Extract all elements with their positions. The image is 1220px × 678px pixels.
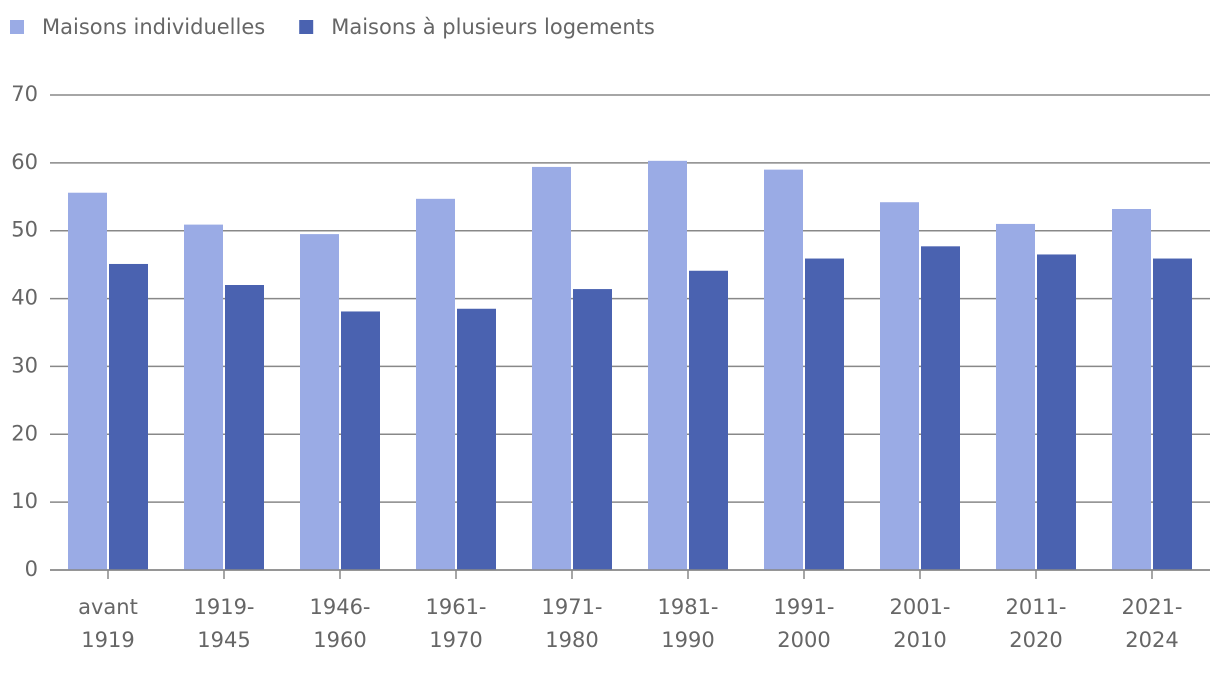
x-tick-label: 1961-1970 [425, 595, 486, 652]
bar [225, 285, 264, 570]
bar [416, 198, 455, 571]
x-tick-label: 2021-2024 [1121, 595, 1182, 652]
bar [532, 166, 571, 570]
y-tick-label: 60 [11, 150, 38, 174]
y-tick-label: 70 [11, 82, 38, 106]
legend-label: Maisons individuelles [42, 15, 265, 39]
legend-label: Maisons à plusieurs logements [331, 15, 655, 39]
legend-swatch [299, 20, 314, 34]
x-tick-label: 1981-1990 [657, 595, 718, 652]
bar [648, 160, 687, 571]
y-tick-label: 0 [25, 557, 38, 581]
bar [689, 270, 728, 570]
y-tick-label: 30 [11, 353, 38, 377]
y-tick-label: 40 [11, 286, 38, 310]
bar [184, 224, 223, 570]
x-tick-label: avant 1919 [78, 595, 138, 652]
x-tick-label: 1919-1945 [193, 595, 254, 652]
x-tick-label: 2001-2010 [889, 595, 950, 652]
bar [300, 234, 339, 570]
bar [457, 308, 496, 570]
bar [805, 258, 844, 570]
y-tick-label: 50 [11, 218, 38, 242]
x-tick-label: 1946-1960 [309, 595, 370, 652]
y-tick-label: 20 [11, 421, 38, 445]
bar [1112, 209, 1151, 570]
bar [996, 223, 1035, 570]
x-tick-label: 1991-2000 [773, 595, 834, 652]
bar [764, 169, 803, 570]
bar [921, 246, 960, 571]
bar [880, 202, 919, 570]
bar [68, 192, 107, 570]
bar [1153, 258, 1192, 570]
x-tick-label: 2011-2020 [1005, 595, 1066, 652]
bar [341, 311, 380, 570]
bar [109, 263, 148, 570]
bar [1037, 254, 1076, 570]
x-tick-label: 1971-1980 [541, 595, 602, 652]
legend-swatch [10, 20, 24, 34]
y-tick-label: 10 [11, 489, 38, 513]
bar [573, 289, 612, 570]
